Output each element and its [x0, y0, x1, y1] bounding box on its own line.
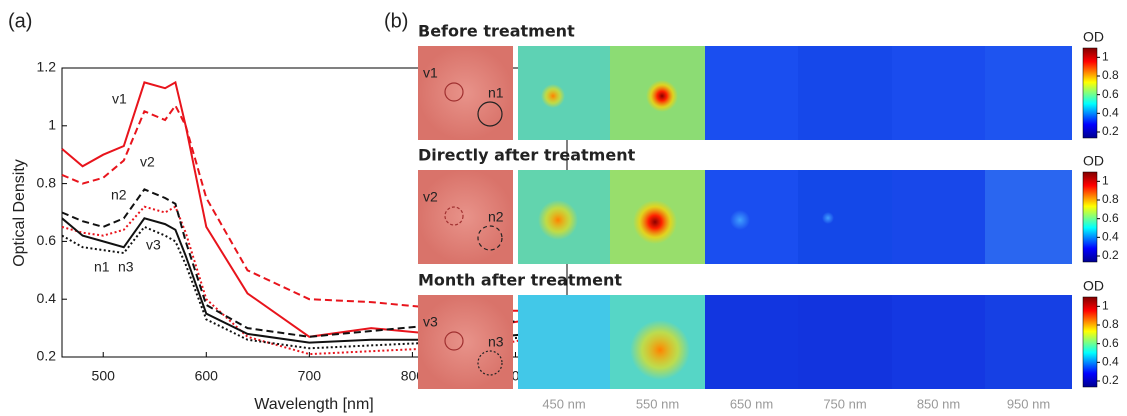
od-tile	[892, 46, 985, 140]
od-tile	[985, 170, 1072, 264]
wavelength-label: 550 nm	[636, 396, 679, 411]
y-tick-label: 0.8	[37, 174, 57, 190]
wavelength-label: 450 nm	[542, 396, 585, 411]
row-title: Month after treatment	[418, 271, 622, 290]
y-axis-label: Optical Density	[11, 159, 28, 267]
series-label: v3	[146, 237, 161, 253]
roi-circle	[444, 331, 464, 351]
hotspot	[646, 80, 678, 112]
od-tile	[892, 170, 985, 264]
od-tile	[798, 170, 892, 264]
series-label: n2	[111, 187, 127, 203]
colorbar-tick-label: 0.8	[1102, 68, 1119, 82]
x-tick-label: 500	[92, 368, 116, 384]
od-tile	[892, 295, 985, 389]
x-axis-label: Wavelength [nm]	[254, 396, 373, 413]
roi-circle	[477, 225, 503, 251]
roi-label: n1	[488, 85, 504, 101]
wavelength-label: 750 nm	[823, 396, 866, 411]
photo	[418, 170, 513, 264]
colorbar-tick-label: 0.4	[1102, 355, 1119, 369]
roi-circle	[477, 101, 503, 127]
data-line	[61, 188, 568, 338]
wavelength-label: 650 nm	[730, 396, 773, 411]
colorbar-tick-label: 1	[1102, 50, 1109, 64]
colorbar-label: OD	[1083, 29, 1104, 45]
roi-label: v3	[423, 314, 438, 330]
wavelength-label: 850 nm	[917, 396, 960, 411]
colorbar-tick-label: 0.8	[1102, 317, 1119, 331]
colorbar-tick-label: 0.4	[1102, 230, 1119, 244]
od-tile	[798, 46, 892, 140]
od-tile	[985, 295, 1072, 389]
roi-circle	[444, 82, 464, 102]
series-label: v2	[140, 154, 155, 170]
x-tick-label: 600	[195, 368, 219, 384]
colorbar-tick-label: 0.4	[1102, 106, 1119, 120]
panel-label: (a)	[8, 10, 32, 32]
od-tile	[705, 170, 798, 264]
row-title: Before treatment	[418, 22, 575, 41]
od-tile	[705, 46, 798, 140]
roi-circle	[444, 206, 464, 226]
hotspot	[538, 200, 578, 240]
colorbar	[1082, 47, 1098, 139]
y-tick-label: 1	[48, 117, 56, 133]
y-tick-label: 0.6	[37, 232, 57, 248]
colorbar-tick-label: 0.2	[1102, 248, 1119, 262]
hotspot	[630, 320, 690, 380]
hotspot	[730, 210, 750, 230]
row-title: Directly after treatment	[418, 146, 636, 165]
colorbar	[1082, 296, 1098, 388]
x-tick-label: 700	[298, 368, 322, 384]
series-label: v1	[112, 91, 127, 107]
hotspot	[633, 200, 677, 244]
data-line	[61, 225, 568, 350]
colorbar-label: OD	[1083, 153, 1104, 169]
colorbar-tick-label: 0.6	[1102, 211, 1119, 225]
image-panel: Before treatment v1 n1 OD 1 0.8 0.6 0.4 0.2 Direc…	[418, 22, 1119, 411]
y-tick-label: 0.4	[37, 290, 57, 306]
y-tick-label: 1.2	[37, 59, 57, 75]
roi-label: n2	[488, 209, 504, 225]
colorbar-tick-label: 1	[1102, 174, 1109, 188]
panel-label: (b)	[384, 10, 408, 32]
series-label: n1	[94, 259, 110, 275]
roi-label: v2	[423, 189, 438, 205]
colorbar-tick-label: 0.2	[1102, 373, 1119, 387]
data-line	[61, 217, 568, 344]
colorbar-tick-label: 0.2	[1102, 124, 1119, 138]
od-tile	[518, 295, 610, 389]
series-label: n3	[118, 259, 134, 275]
roi-label: v1	[423, 65, 438, 81]
colorbar-label: OD	[1083, 278, 1104, 294]
colorbar-tick-label: 0.6	[1102, 87, 1119, 101]
hotspot	[541, 84, 565, 108]
colorbar	[1082, 171, 1098, 263]
photo	[418, 295, 513, 389]
od-tile	[705, 295, 798, 389]
colorbar-tick-label: 0.8	[1102, 192, 1119, 206]
y-tick-label: 0.2	[37, 348, 57, 364]
od-tile	[798, 295, 892, 389]
wavelength-label: 950 nm	[1007, 396, 1050, 411]
roi-label: n3	[488, 334, 504, 350]
colorbar-tick-label: 1	[1102, 299, 1109, 313]
roi-circle	[477, 350, 503, 376]
od-tile	[985, 46, 1072, 140]
colorbar-tick-label: 0.6	[1102, 336, 1119, 350]
data-line	[61, 80, 568, 338]
hotspot	[822, 212, 834, 224]
